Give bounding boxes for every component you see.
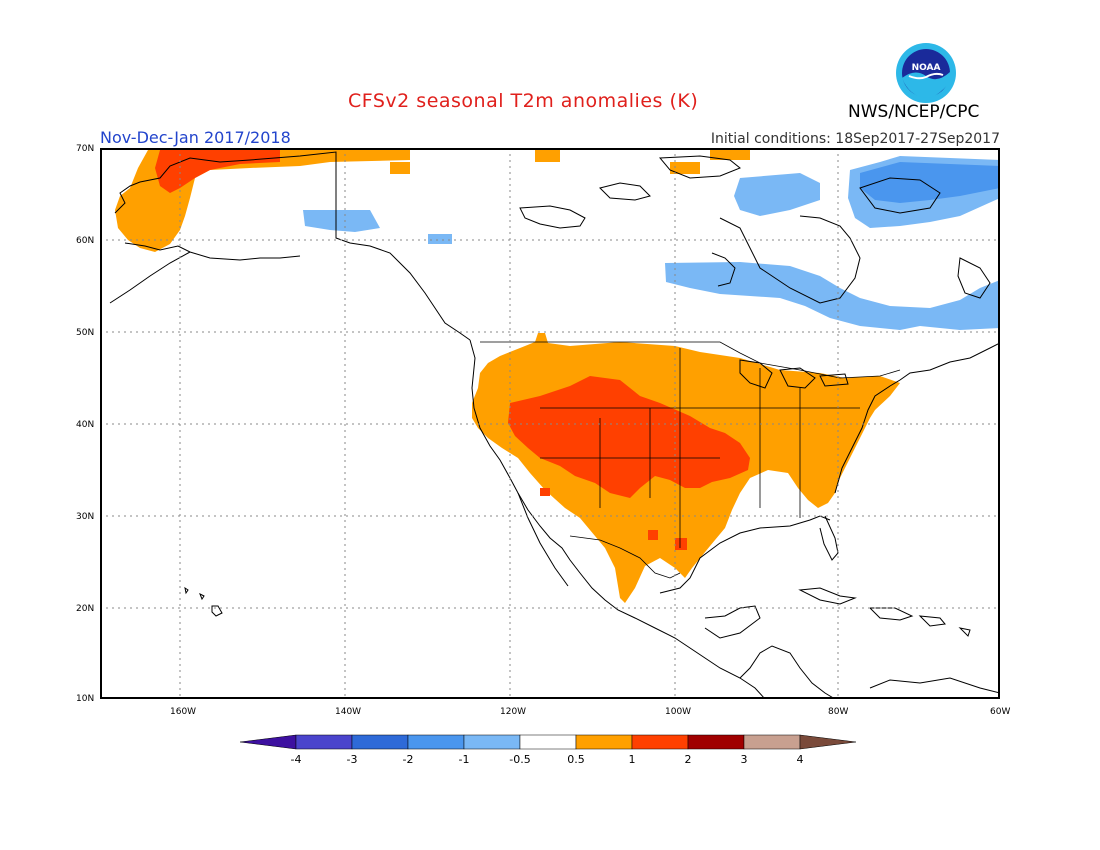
gridlines bbox=[100, 148, 1000, 699]
map-frame bbox=[100, 148, 1000, 699]
lon-label-60w: 60W bbox=[990, 707, 1011, 717]
map-title: CFSv2 seasonal T2m anomalies (K) bbox=[348, 90, 699, 112]
colorbar-segment bbox=[295, 734, 353, 750]
colorbar-label: -1 bbox=[459, 753, 470, 766]
colorbar-label: 2 bbox=[685, 753, 692, 766]
colorbar-label: -0.5 bbox=[509, 753, 530, 766]
lon-label-80w: 80W bbox=[828, 707, 849, 717]
lat-label-40n: 40N bbox=[76, 420, 95, 430]
initial-conditions: Initial conditions: 18Sep2017-27Sep2017 bbox=[710, 131, 1000, 147]
lon-label-160w: 160W bbox=[170, 707, 197, 717]
strong-warm-anomaly-region bbox=[508, 376, 750, 550]
agency-label: NWS/NCEP/CPC bbox=[848, 102, 980, 122]
colorbar-arrow-low bbox=[240, 734, 297, 750]
colorbar-label: -3 bbox=[347, 753, 358, 766]
colorbar-segment bbox=[631, 734, 689, 750]
noaa-logo: NOAA bbox=[896, 43, 956, 103]
forecast-period: Nov-Dec-Jan 2017/2018 bbox=[100, 128, 291, 147]
political-borders bbox=[335, 152, 901, 579]
lat-label-50n: 50N bbox=[76, 328, 95, 338]
lat-label-10n: 10N bbox=[76, 694, 95, 704]
colorbar-label: 3 bbox=[741, 753, 748, 766]
lat-label-70n: 70N bbox=[76, 144, 95, 154]
colorbar-label: -2 bbox=[403, 753, 414, 766]
colorbar-arrow-high bbox=[799, 734, 857, 750]
logo-text: NOAA bbox=[912, 63, 941, 73]
colorbar: -4 -3 -2 -1 -0.5 0.5 1 2 3 4 bbox=[240, 734, 857, 766]
lat-label-30n: 30N bbox=[76, 512, 95, 522]
anomaly-map bbox=[100, 148, 1000, 699]
lon-label-120w: 120W bbox=[500, 707, 527, 717]
lat-label-20n: 20N bbox=[76, 604, 95, 614]
warm-anomaly-region-alaska bbox=[115, 150, 750, 252]
colorbar-segment bbox=[743, 734, 801, 750]
colorbar-segment bbox=[407, 734, 465, 750]
colorbar-label: 4 bbox=[797, 753, 804, 766]
colorbar-label: 1 bbox=[629, 753, 636, 766]
lon-label-140w: 140W bbox=[335, 707, 362, 717]
lat-label-60n: 60N bbox=[76, 236, 95, 246]
colorbar-segment bbox=[687, 734, 745, 750]
colorbar-segment bbox=[351, 734, 409, 750]
colorbar-label: 0.5 bbox=[567, 753, 585, 766]
colorbar-segment bbox=[463, 734, 521, 750]
colorbar-label: -4 bbox=[291, 753, 302, 766]
colorbar-segment bbox=[575, 734, 633, 750]
colorbar-segment bbox=[519, 734, 577, 750]
lon-label-100w: 100W bbox=[665, 707, 692, 717]
